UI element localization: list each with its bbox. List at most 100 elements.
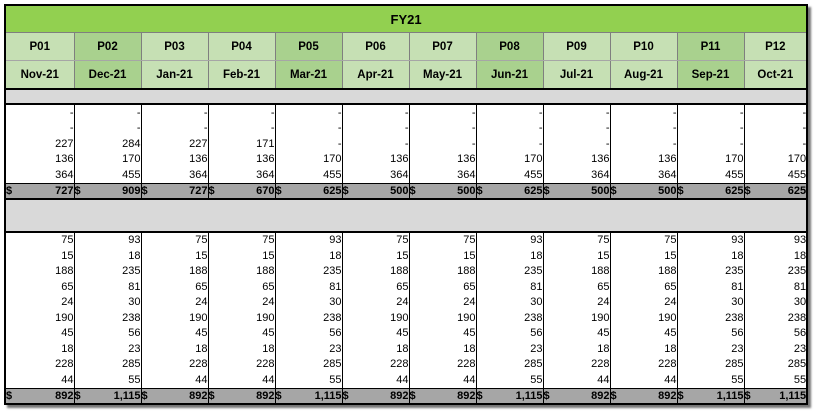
period-header-cell[interactable]: P06	[342, 32, 410, 61]
value-cell[interactable]: 30	[793, 296, 807, 309]
value-cell[interactable]: 93	[793, 234, 807, 247]
value-cell[interactable]: 81	[793, 280, 807, 293]
value-cell[interactable]: 56	[275, 325, 343, 341]
value-cell[interactable]: 18	[74, 248, 142, 264]
value-cell[interactable]: 285	[476, 356, 544, 372]
value-cell[interactable]: 285	[677, 356, 745, 372]
total-cell[interactable]: $1,115	[476, 387, 544, 403]
value-cell[interactable]: 55	[476, 372, 544, 388]
value-cell[interactable]: 15	[141, 248, 209, 264]
total-cell[interactable]: $500	[543, 182, 611, 200]
total-cell[interactable]: $892	[543, 387, 611, 403]
month-header-cell[interactable]: May-21	[409, 60, 477, 90]
value-cell[interactable]: -	[141, 120, 209, 136]
value-cell[interactable]: 238	[677, 310, 745, 326]
section2-header-band-cell[interactable]	[6, 198, 806, 233]
value-cell[interactable]: 285	[74, 356, 142, 372]
value-cell[interactable]: 171	[208, 136, 276, 152]
month-header-cell[interactable]: Nov-21	[6, 60, 75, 90]
value-cell[interactable]: 188	[610, 263, 678, 279]
total-cell[interactable]: $625	[744, 182, 806, 200]
value-cell[interactable]: 24	[208, 294, 276, 310]
value-cell[interactable]: 56	[74, 325, 142, 341]
value-cell[interactable]: -	[802, 122, 807, 135]
month-header-cell[interactable]: Aug-21	[610, 60, 678, 90]
value-cell[interactable]: 136	[342, 151, 410, 167]
total-cell[interactable]: $670	[208, 182, 276, 200]
value-cell[interactable]: 55	[74, 372, 142, 388]
value-cell[interactable]: 190	[208, 310, 276, 326]
value-cell[interactable]: -	[543, 104, 611, 121]
value-cell[interactable]: 65	[141, 279, 209, 295]
value-cell[interactable]: 190	[6, 310, 75, 326]
value-cell[interactable]: 228	[141, 356, 209, 372]
total-cell[interactable]: $727	[141, 182, 209, 200]
value-cell[interactable]: 235	[677, 263, 745, 279]
value-cell[interactable]: -	[610, 104, 678, 121]
value-cell[interactable]: 228	[543, 356, 611, 372]
value-cell[interactable]: 45	[409, 325, 477, 341]
period-header-cell[interactable]: P01	[6, 32, 75, 61]
value-cell[interactable]: 238	[787, 311, 807, 324]
total-cell[interactable]: $625	[476, 182, 544, 200]
value-cell[interactable]: 93	[275, 231, 343, 248]
value-cell[interactable]: 24	[141, 294, 209, 310]
value-cell[interactable]: 45	[6, 325, 75, 341]
value-cell[interactable]: -	[543, 136, 611, 152]
value-cell[interactable]: 455	[74, 167, 142, 183]
value-cell[interactable]: 136	[6, 151, 75, 167]
value-cell[interactable]: -	[275, 120, 343, 136]
value-cell[interactable]: 188	[543, 263, 611, 279]
value-cell[interactable]: 188	[208, 263, 276, 279]
value-cell[interactable]: 228	[409, 356, 477, 372]
value-cell[interactable]: 227	[141, 136, 209, 152]
value-cell[interactable]: 75	[208, 231, 276, 248]
value-cell[interactable]: 364	[610, 167, 678, 183]
period-header-cell[interactable]: P02	[74, 32, 142, 61]
value-cell[interactable]: 56	[793, 327, 807, 340]
period-header-cell[interactable]: P09	[543, 32, 611, 61]
value-cell[interactable]: 81	[476, 279, 544, 295]
value-cell[interactable]: 30	[275, 294, 343, 310]
value-cell[interactable]: 65	[208, 279, 276, 295]
period-header-cell[interactable]: P03	[141, 32, 209, 61]
value-cell[interactable]: 44	[141, 372, 209, 388]
value-cell[interactable]: 55	[275, 372, 343, 388]
value-cell[interactable]: 364	[141, 167, 209, 183]
month-header-cell[interactable]: Sep-21	[677, 60, 745, 90]
value-cell[interactable]: 228	[342, 356, 410, 372]
value-cell[interactable]: 23	[677, 341, 745, 357]
value-cell[interactable]: -	[342, 136, 410, 152]
value-cell[interactable]: -	[74, 104, 142, 121]
value-cell[interactable]: 56	[476, 325, 544, 341]
value-cell[interactable]: 93	[476, 231, 544, 248]
value-cell[interactable]: 30	[74, 294, 142, 310]
total-cell[interactable]: $1,115	[744, 387, 806, 403]
total-cell[interactable]: $892	[6, 387, 75, 403]
total-cell[interactable]: $892	[342, 387, 410, 403]
value-cell[interactable]: -	[677, 120, 745, 136]
value-cell[interactable]: 75	[543, 231, 611, 248]
value-cell[interactable]: 18	[677, 248, 745, 264]
value-cell[interactable]: 190	[409, 310, 477, 326]
value-cell[interactable]: 170	[476, 151, 544, 167]
value-cell[interactable]: 75	[409, 231, 477, 248]
value-cell[interactable]: 15	[543, 248, 611, 264]
value-cell[interactable]: 238	[74, 310, 142, 326]
value-cell[interactable]: 44	[610, 372, 678, 388]
value-cell[interactable]: 23	[476, 341, 544, 357]
total-cell[interactable]: $500	[342, 182, 410, 200]
value-cell[interactable]: 235	[275, 263, 343, 279]
value-cell[interactable]: 18	[793, 249, 807, 262]
value-cell[interactable]: 364	[208, 167, 276, 183]
value-cell[interactable]: 235	[476, 263, 544, 279]
month-header-cell[interactable]: Mar-21	[275, 60, 343, 90]
value-cell[interactable]: 188	[6, 263, 75, 279]
value-cell[interactable]: 170	[74, 151, 142, 167]
total-cell[interactable]: $892	[409, 387, 477, 403]
value-cell[interactable]: -	[6, 104, 75, 121]
value-cell[interactable]: 55	[793, 373, 807, 386]
value-cell[interactable]: -	[610, 120, 678, 136]
value-cell[interactable]: 228	[6, 356, 75, 372]
value-cell[interactable]: -	[409, 120, 477, 136]
